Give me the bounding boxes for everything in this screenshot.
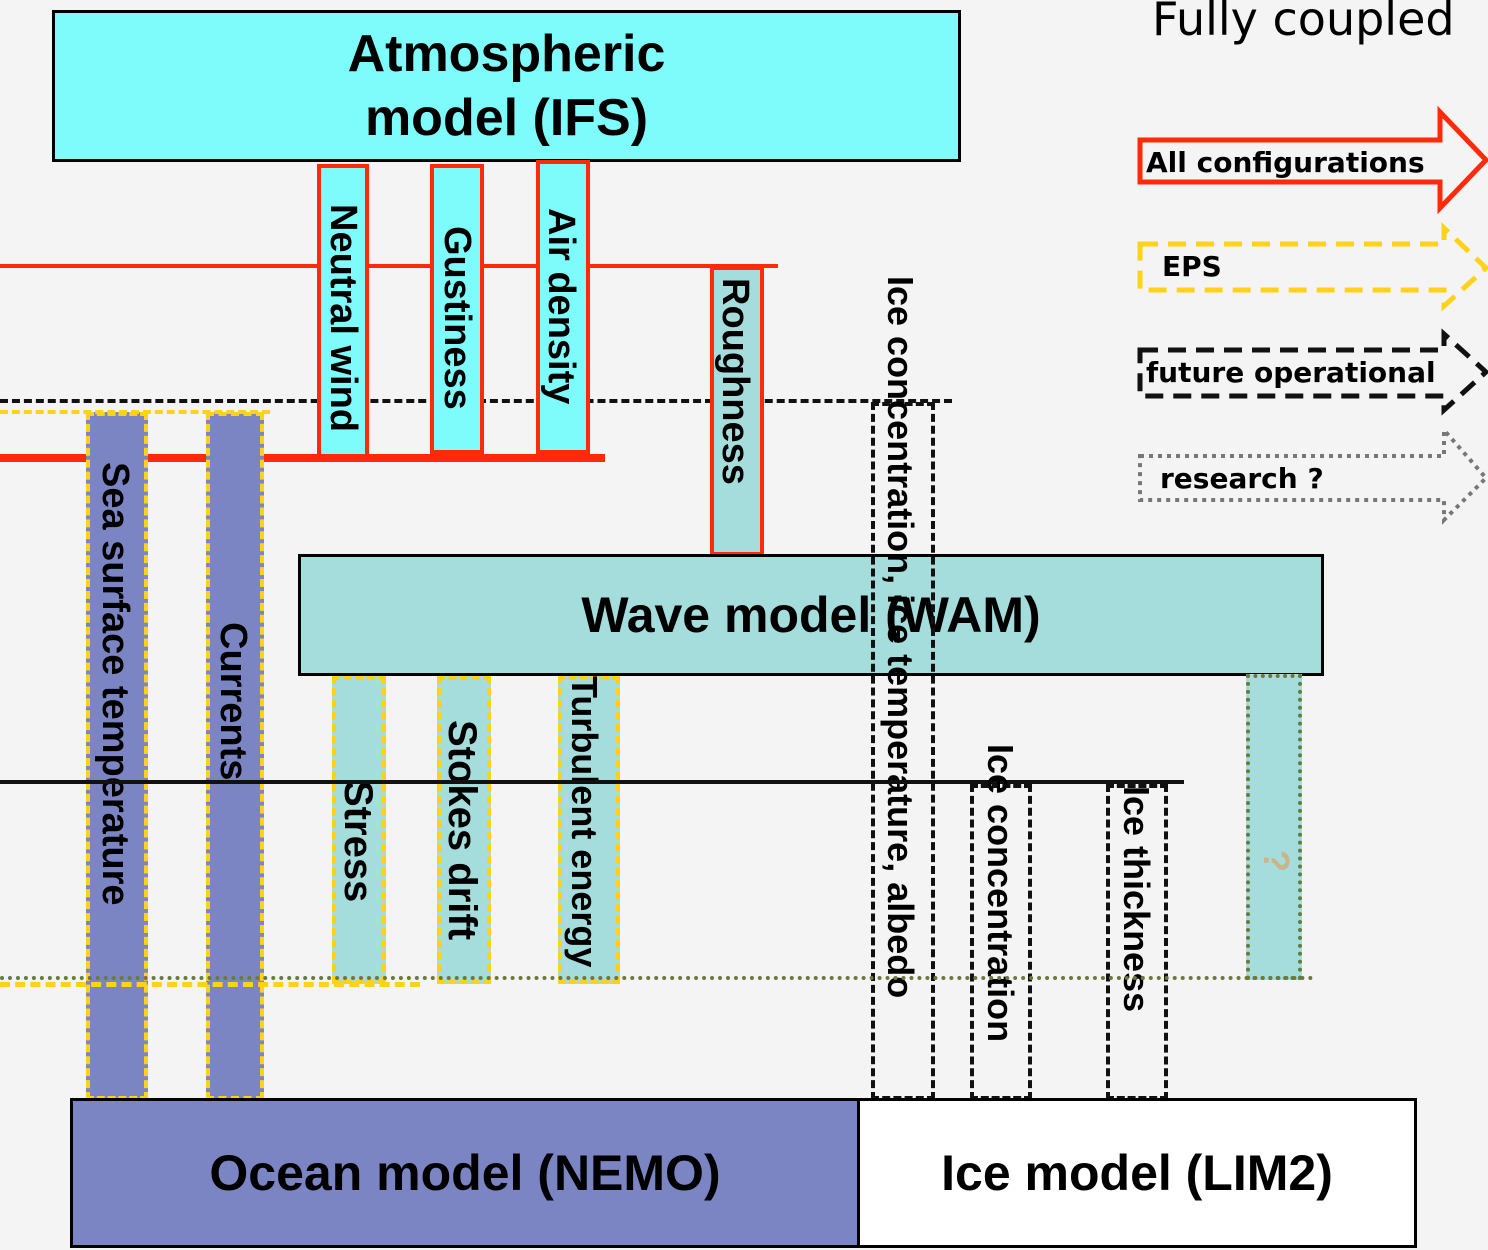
gustiness-label: Gustiness [436, 226, 478, 410]
legend-research-label: research ? [1160, 462, 1324, 495]
yellow-dashed-line-upper [0, 410, 270, 414]
unknown-bar [1246, 674, 1302, 980]
atmospheric-model-label: Atmospheric model (IFS) [347, 25, 666, 147]
atmospheric-model-box: Atmospheric model (IFS) [52, 10, 961, 162]
roughness-label: Roughness [714, 278, 756, 485]
ocean-model-label: Ocean model (NEMO) [209, 1145, 721, 1201]
ice-atm-label: Ice concentration, ice temperature, albe… [880, 276, 921, 999]
neutral-wind-label: Neutral wind [322, 204, 364, 433]
ocean-model-box: Ocean model (NEMO) [70, 1098, 860, 1248]
stress-bar [332, 676, 386, 984]
turbulent-bar [558, 676, 620, 984]
stress-label: Stress [336, 780, 380, 903]
yellow-dashed-line-lower [0, 982, 420, 987]
stokes-bar [437, 676, 491, 984]
red-line-upper [0, 264, 778, 268]
unknown-label: ? [1256, 850, 1297, 872]
legend-eps-label: EPS [1162, 250, 1222, 283]
gustiness-bar [430, 164, 484, 454]
page-title: Fully coupled [1152, 0, 1455, 46]
neutral-wind-bar [317, 164, 369, 458]
turbulent-label: Turbulent energy [564, 676, 605, 968]
green-dotted-line [0, 976, 1314, 980]
ice-thick-label: Ice thickness [1116, 786, 1157, 1013]
red-line-lower [0, 454, 605, 462]
wave-model-box: Wave model (WAM) [298, 554, 1324, 676]
black-line-lower [0, 780, 1184, 784]
air-density-label: Air density [540, 208, 582, 405]
stokes-label: Stokes drift [440, 720, 484, 941]
currents-label: Currents [212, 622, 254, 781]
ice-model-box: Ice model (LIM2) [857, 1098, 1417, 1248]
air-density-bar [536, 160, 590, 454]
wave-model-label: Wave model (WAM) [581, 587, 1041, 643]
ice-conc-label: Ice concentration [980, 744, 1021, 1043]
sst-label: Sea surface temperature [94, 462, 136, 906]
legend-all-label: All configurations [1146, 146, 1425, 179]
legend-future-label: future operational [1146, 356, 1436, 389]
ice-model-label: Ice model (LIM2) [941, 1145, 1333, 1201]
